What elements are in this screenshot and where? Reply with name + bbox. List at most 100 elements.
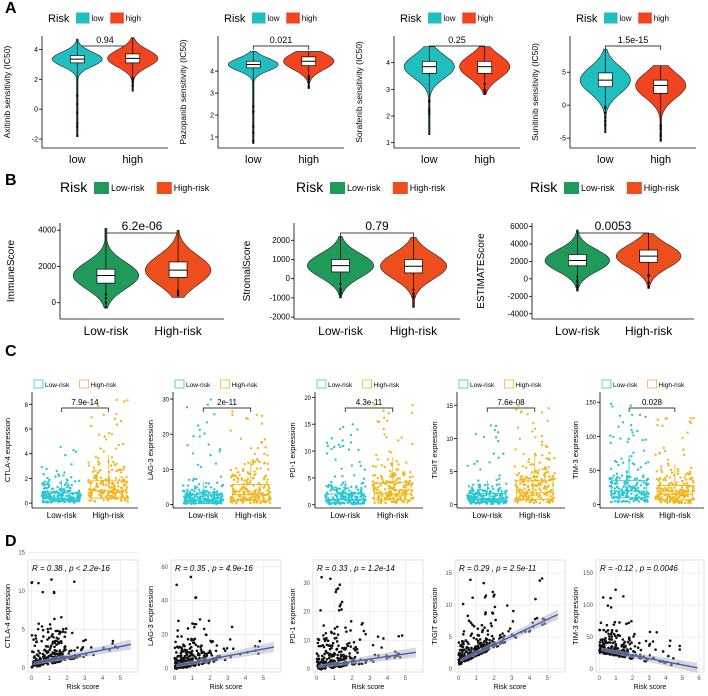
legend-label: Low-risk: [347, 183, 381, 193]
jitter-point: [193, 485, 196, 488]
scatter-point: [327, 656, 331, 660]
jitter-point: [234, 491, 237, 495]
scatter-point: [193, 622, 196, 626]
jitter-point: [680, 499, 683, 503]
scatter-point: [322, 624, 326, 627]
outlier-point: [76, 122, 79, 125]
jitter-point: [661, 424, 664, 428]
outlier-point: [339, 289, 342, 292]
jitter-point: [360, 486, 363, 490]
jitter-point: [522, 483, 525, 487]
jitter-point: [350, 464, 354, 467]
jitter-point: [229, 484, 233, 488]
jitter-point: [612, 435, 615, 439]
jitter-point: [376, 486, 380, 489]
jitter-point: [200, 491, 203, 494]
jitter-point: [617, 463, 620, 467]
jitter-point: [683, 489, 686, 492]
scatter-point: [89, 646, 93, 649]
jitter-point: [611, 405, 614, 408]
p-value-bracket: [344, 407, 394, 412]
jitter-point: [242, 490, 245, 493]
y-tick-label: 2: [210, 113, 214, 120]
jitter-point: [656, 423, 659, 427]
x-axis-label: Risk score: [352, 684, 385, 691]
y-axis-label: PD-1 expression: [288, 588, 297, 643]
outlier-point: [659, 128, 662, 131]
outlier-point: [104, 297, 108, 300]
jitter-point: [533, 483, 537, 487]
scatter-point: [191, 622, 194, 625]
jitter-point: [247, 461, 250, 465]
scatter-point: [315, 660, 319, 664]
jitter-point: [503, 490, 507, 493]
scatter-point: [382, 637, 385, 640]
x-tick-label: 0: [598, 676, 602, 682]
y-tick-label: 2000: [272, 236, 290, 245]
jitter-point: [684, 478, 688, 481]
legend-label: Low-risk: [613, 382, 638, 389]
scatter-point: [335, 648, 338, 651]
jitter-point: [529, 477, 532, 480]
jitter-point: [359, 495, 363, 498]
outlier-point: [252, 125, 255, 128]
scatter-point: [326, 639, 330, 643]
scatter-point: [362, 629, 366, 633]
jitter-point: [683, 476, 686, 479]
jitter-point: [188, 490, 192, 494]
jitter-point: [622, 499, 625, 503]
scatter-point: [476, 641, 480, 644]
scatter-point: [32, 638, 35, 641]
jitter-point: [59, 481, 62, 485]
jitter-point: [347, 448, 351, 451]
y-tick-label: 1: [386, 140, 390, 147]
x-tick-label: High-risk: [519, 511, 552, 520]
scatter-point: [633, 632, 636, 636]
legend-title: Risk: [400, 13, 422, 25]
jitter-point: [497, 502, 501, 505]
jitter-point: [519, 478, 522, 481]
outlier-point: [483, 91, 486, 94]
jitter-point: [219, 496, 222, 500]
scatter-point: [62, 650, 65, 653]
scatter-point: [602, 628, 606, 632]
jitter-point: [546, 419, 549, 423]
jitter-point: [62, 474, 65, 477]
jitter-point: [498, 474, 501, 477]
jitter-point: [667, 486, 670, 489]
legend-label: High-risk: [644, 183, 680, 193]
jitter-point: [361, 481, 365, 485]
jitter-point: [349, 433, 353, 437]
jitter-point: [241, 468, 245, 471]
jitter-point: [266, 489, 269, 492]
jitter-point: [238, 473, 241, 477]
jitter-point: [109, 464, 113, 467]
jitter-point: [538, 487, 541, 490]
x-tick-label: Low-risk: [555, 324, 601, 338]
jitter-point: [385, 480, 388, 483]
jitter-point: [268, 501, 272, 504]
jitter-point: [381, 494, 384, 497]
scatter-point: [344, 626, 347, 629]
scatter-point: [322, 645, 326, 649]
jitter-point: [181, 484, 185, 487]
legend-label: low: [620, 14, 632, 23]
jitter-point: [99, 447, 102, 450]
jitter-point: [214, 497, 217, 500]
jitter-point: [689, 477, 692, 481]
scatter-point: [228, 638, 232, 641]
outlier-point: [659, 138, 662, 141]
x-tick-label: Low-risk: [318, 324, 364, 338]
scatter-point: [36, 627, 40, 631]
jitter-point: [59, 445, 62, 449]
outlier-point: [659, 125, 662, 128]
jitter-point: [621, 421, 625, 424]
scatter-point: [622, 645, 626, 649]
outlier-point: [428, 112, 431, 115]
scatter-point: [340, 650, 343, 653]
x-tick-label: 4: [101, 676, 105, 682]
x-tick-label: 0: [173, 676, 177, 682]
scatter-point: [320, 654, 324, 658]
jitter-point: [410, 411, 414, 415]
